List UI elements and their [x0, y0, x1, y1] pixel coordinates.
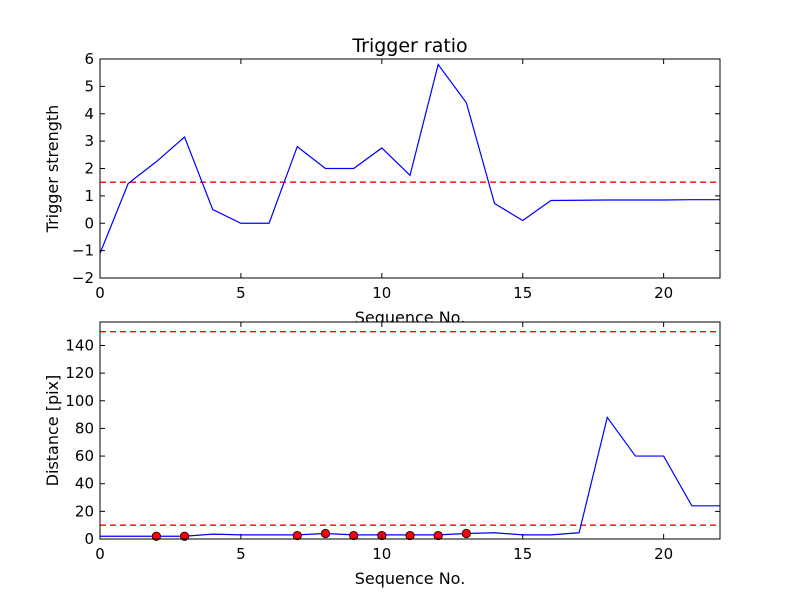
plot-area [100, 322, 720, 539]
data-point-marker [349, 530, 359, 541]
y-tick-label: 40 [75, 475, 94, 493]
x-tick-label: 5 [236, 545, 246, 563]
data-point-marker [405, 530, 415, 541]
y-tick-label: 120 [65, 364, 94, 382]
y-tick-label: 6 [84, 50, 94, 68]
distance-chart: 0 5 10 15 20 0 20 40 60 80 100 120 140 Sequence No. Di… [43, 321, 721, 588]
y-tick-label: 100 [65, 392, 94, 410]
y-tick-label: 20 [75, 502, 94, 520]
y-tick-label: 2 [84, 160, 94, 178]
x-tick-label: 20 [654, 284, 673, 302]
data-point-marker [179, 531, 190, 541]
y-tick-label: 1 [84, 187, 94, 205]
x-tick-label: 0 [95, 284, 105, 302]
x-tick-label: 10 [372, 284, 391, 302]
data-point-marker [461, 528, 471, 539]
y-tick-label: 80 [75, 419, 94, 437]
y-tick-label: 60 [75, 447, 94, 465]
y-tick-label: 140 [65, 336, 94, 354]
x-tick-label: 15 [513, 284, 532, 302]
y-tick-label: 0 [84, 530, 94, 548]
y-tick-label: 5 [84, 77, 94, 95]
x-tick-label: 15 [513, 545, 532, 563]
y-axis-label: Distance [pix] [43, 375, 62, 487]
data-point-marker [320, 528, 331, 539]
y-tick-label: −2 [72, 269, 94, 287]
data-point-marker [433, 530, 443, 541]
x-tick-label: 0 [95, 545, 105, 563]
plot-area [100, 59, 720, 278]
y-axis-label: Trigger strength [43, 105, 62, 234]
data-point-marker [151, 531, 161, 541]
y-tick-label: 3 [84, 132, 94, 150]
x-tick-label: 20 [654, 545, 673, 563]
x-tick-label: 10 [372, 545, 391, 563]
x-axis-label: Sequence No. [355, 569, 466, 588]
y-tick-label: 4 [84, 105, 94, 123]
x-tick-label: 5 [236, 284, 246, 302]
series-line [99, 63, 720, 254]
axes-frame [99, 321, 721, 540]
chart-title: Trigger ratio [351, 35, 467, 57]
y-tick-label: −1 [72, 242, 94, 260]
y-tick-label: 0 [84, 214, 94, 232]
data-point-marker [292, 530, 302, 541]
